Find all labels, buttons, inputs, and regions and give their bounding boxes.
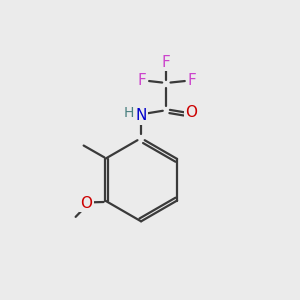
Text: H: H (123, 106, 134, 120)
Text: O: O (185, 105, 197, 120)
Text: N: N (135, 108, 147, 123)
Text: F: F (188, 73, 196, 88)
Text: F: F (162, 55, 171, 70)
Text: F: F (138, 73, 146, 88)
Text: O: O (81, 196, 93, 211)
